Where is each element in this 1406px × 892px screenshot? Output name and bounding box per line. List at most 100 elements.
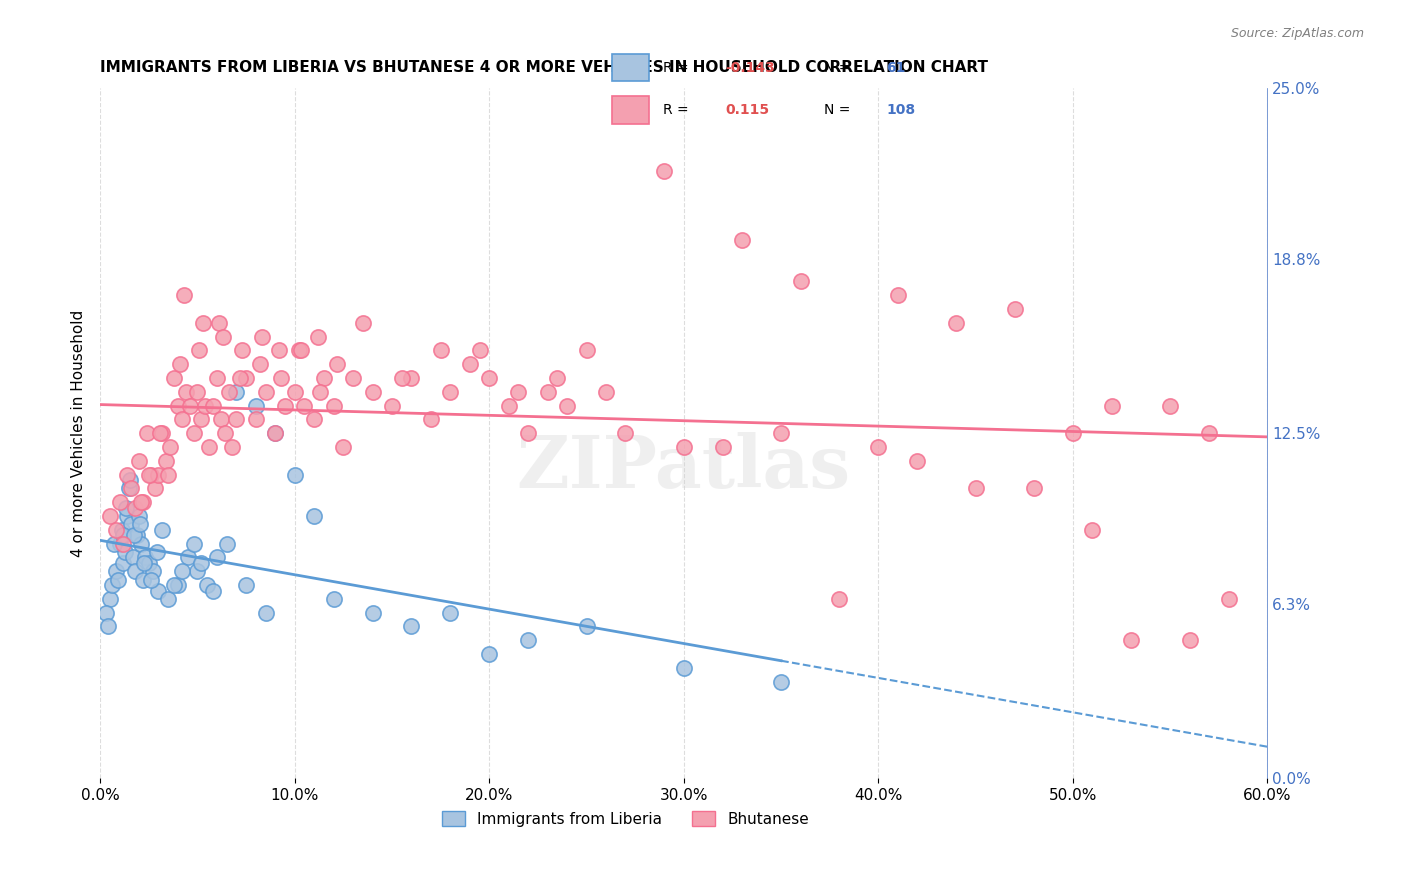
- Text: N =: N =: [824, 103, 851, 117]
- Point: [101, 578, 124, 592]
- Point: [205, 550, 228, 565]
- Point: [254, 606, 277, 620]
- FancyBboxPatch shape: [612, 54, 648, 81]
- Point: [419, 412, 441, 426]
- Point: [128, 454, 150, 468]
- Point: [270, 371, 292, 385]
- Point: [245, 399, 267, 413]
- Point: [1062, 426, 1084, 441]
- Point: [193, 316, 215, 330]
- Point: [134, 550, 156, 565]
- Point: [108, 495, 131, 509]
- Point: [478, 371, 501, 385]
- Point: [235, 371, 257, 385]
- Point: [124, 564, 146, 578]
- Point: [142, 564, 165, 578]
- Point: [231, 343, 253, 358]
- Point: [614, 426, 637, 441]
- Point: [672, 440, 695, 454]
- Point: [98, 509, 121, 524]
- Point: [129, 517, 152, 532]
- Point: [225, 384, 247, 399]
- Point: [429, 343, 451, 358]
- Text: 108: 108: [886, 103, 915, 117]
- Point: [249, 357, 271, 371]
- Point: [149, 426, 172, 441]
- Y-axis label: 4 or more Vehicles in Household: 4 or more Vehicles in Household: [72, 310, 86, 557]
- Point: [188, 343, 211, 358]
- Point: [132, 495, 155, 509]
- Point: [170, 564, 193, 578]
- Point: [284, 384, 307, 399]
- Point: [391, 371, 413, 385]
- Point: [468, 343, 491, 358]
- Point: [672, 661, 695, 675]
- Point: [250, 329, 273, 343]
- Point: [135, 426, 157, 441]
- Point: [254, 384, 277, 399]
- Point: [194, 399, 217, 413]
- Point: [264, 426, 287, 441]
- Point: [269, 343, 291, 358]
- Point: [209, 412, 232, 426]
- Point: [201, 399, 224, 413]
- Point: [361, 384, 384, 399]
- Legend: Immigrants from Liberia, Bhutanese: Immigrants from Liberia, Bhutanese: [436, 805, 815, 832]
- Point: [145, 545, 167, 559]
- Point: [186, 384, 208, 399]
- Point: [536, 384, 558, 399]
- Point: [770, 426, 793, 441]
- Point: [322, 591, 344, 606]
- Point: [1081, 523, 1104, 537]
- Point: [789, 275, 811, 289]
- Point: [128, 509, 150, 524]
- Point: [107, 573, 129, 587]
- Point: [1101, 399, 1123, 413]
- Point: [97, 619, 120, 633]
- Point: [157, 591, 180, 606]
- Point: [1218, 591, 1240, 606]
- Point: [112, 556, 135, 570]
- Point: [575, 619, 598, 633]
- Point: [117, 467, 139, 482]
- Point: [118, 482, 141, 496]
- Point: [290, 343, 312, 358]
- Point: [190, 412, 212, 426]
- Point: [517, 633, 540, 648]
- Point: [112, 536, 135, 550]
- Point: [104, 523, 127, 537]
- Point: [1159, 399, 1181, 413]
- Point: [103, 536, 125, 550]
- Point: [361, 606, 384, 620]
- Point: [1121, 633, 1143, 648]
- Point: [294, 399, 316, 413]
- FancyBboxPatch shape: [612, 96, 648, 124]
- Point: [148, 467, 170, 482]
- Point: [120, 482, 142, 496]
- Point: [352, 316, 374, 330]
- Point: [174, 384, 197, 399]
- Point: [139, 467, 162, 482]
- Point: [221, 440, 243, 454]
- Point: [1022, 482, 1045, 496]
- Point: [401, 371, 423, 385]
- Point: [167, 399, 190, 413]
- Point: [127, 528, 149, 542]
- Point: [163, 578, 186, 592]
- Point: [235, 578, 257, 592]
- Point: [139, 573, 162, 587]
- Point: [322, 399, 344, 413]
- Point: [111, 528, 134, 542]
- Point: [169, 357, 191, 371]
- Point: [517, 426, 540, 441]
- Point: [211, 329, 233, 343]
- Point: [284, 467, 307, 482]
- Point: [264, 426, 287, 441]
- Text: R =: R =: [664, 61, 689, 75]
- Point: [205, 371, 228, 385]
- Point: [132, 556, 155, 570]
- Point: [401, 619, 423, 633]
- Point: [498, 399, 520, 413]
- Point: [302, 412, 325, 426]
- Point: [120, 473, 142, 487]
